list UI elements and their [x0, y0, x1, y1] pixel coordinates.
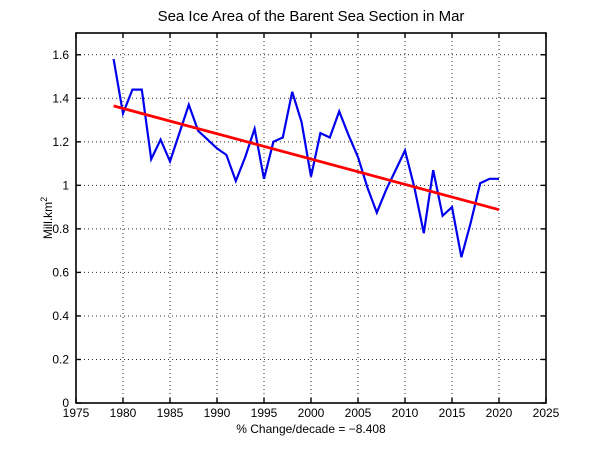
svg-text:0.6: 0.6: [52, 265, 69, 279]
svg-text:0.8: 0.8: [52, 222, 69, 236]
plot-border: [75, 32, 547, 404]
x-axis-label: % Change/decade = −8.408: [236, 422, 386, 436]
svg-text:2005: 2005: [345, 406, 372, 420]
sea-ice-area: [112, 58, 499, 258]
svg-text:1.4: 1.4: [52, 91, 69, 105]
svg-text:2010: 2010: [392, 406, 419, 420]
chart-title: Sea Ice Area of the Barent Sea Section i…: [157, 8, 465, 25]
grid-lines: [76, 33, 546, 403]
svg-text:1980: 1980: [110, 406, 137, 420]
svg-text:2020: 2020: [486, 406, 513, 420]
svg-text:1: 1: [62, 178, 69, 192]
svg-text:0.4: 0.4: [52, 309, 69, 323]
x-tick-labels: 1975 1980 1985 1990 1995 2000 2005 2010 2015 2020…: [63, 406, 560, 420]
trend-line: [113, 104, 500, 212]
svg-text:1975: 1975: [63, 406, 90, 420]
svg-text:1.6: 1.6: [52, 48, 69, 62]
svg-text:1.2: 1.2: [52, 135, 69, 149]
svg-text:2015: 2015: [439, 406, 466, 420]
svg-text:2000: 2000: [298, 406, 325, 420]
svg-text:0.2: 0.2: [52, 352, 69, 366]
svg-text:1995: 1995: [251, 406, 278, 420]
svg-text:1985: 1985: [157, 406, 184, 420]
y-tick-labels: 0 0.2 0.4 0.6 0.8 1 1.2 1.4 1.6: [52, 48, 69, 410]
svg-text:2025: 2025: [533, 406, 560, 420]
svg-text:1990: 1990: [204, 406, 231, 420]
svg-text:0: 0: [62, 396, 69, 410]
